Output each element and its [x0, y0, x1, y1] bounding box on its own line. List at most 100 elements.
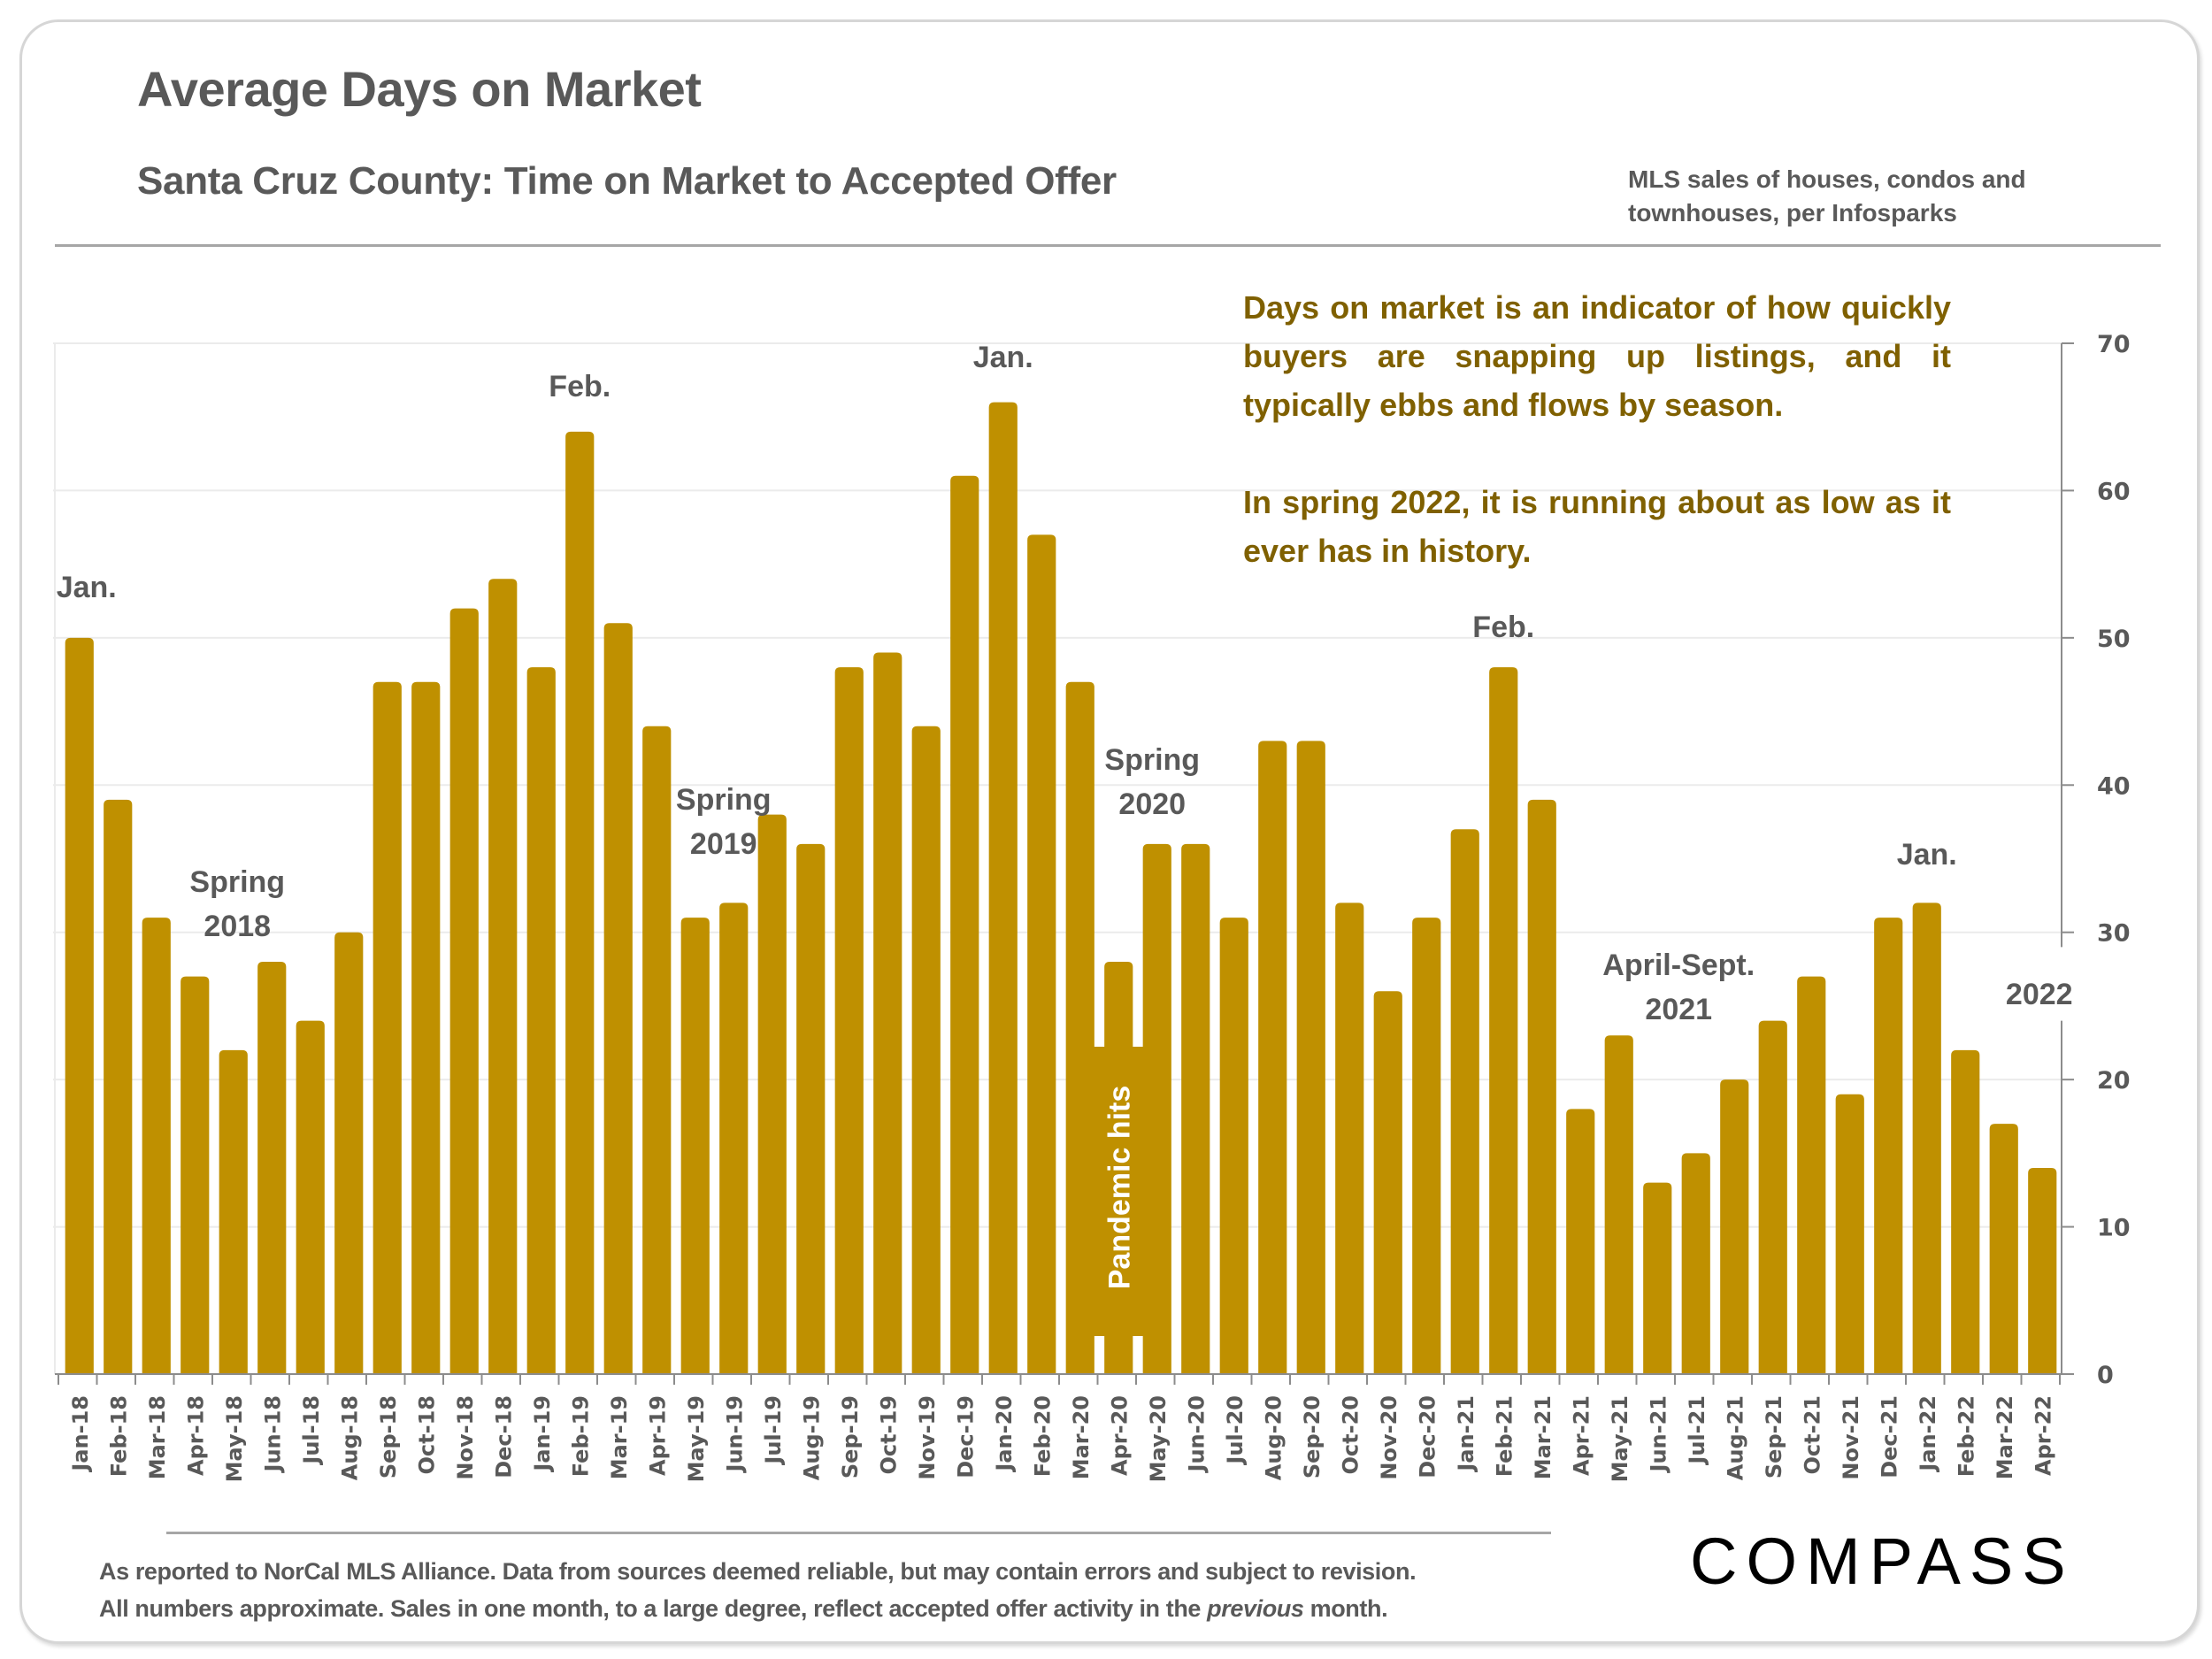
bar-dec-18 [488, 579, 518, 1374]
x-tick-label: Jun-19 [722, 1395, 747, 1473]
bar-aug-21 [1720, 1079, 1749, 1374]
y-tick-label: 70 [2097, 331, 2131, 358]
bar-jun-18 [257, 962, 287, 1374]
bar-sep-18 [373, 681, 402, 1374]
bar-jan-18 [65, 637, 94, 1374]
x-tick-label: Sep-21 [1762, 1395, 1786, 1479]
footnote: As reported to NorCal MLS Alliance. Data… [99, 1553, 1417, 1627]
x-tick-label: Jan-18 [68, 1395, 93, 1473]
bar-nov-21 [1835, 1094, 1864, 1374]
bar-aug-20 [1258, 741, 1287, 1374]
bar-jul-20 [1219, 918, 1248, 1374]
x-tick-label: Mar-20 [1069, 1395, 1094, 1479]
bar-feb-19 [565, 431, 595, 1374]
bar-jun-20 [1181, 843, 1210, 1374]
x-tick-label: Jul-20 [1223, 1395, 1248, 1466]
bar-jan-21 [1450, 829, 1479, 1374]
x-tick-label: Apr-20 [1107, 1395, 1132, 1476]
chart-subtitle: Santa Cruz County: Time on Market to Acc… [137, 159, 1117, 203]
x-tick-label: May-18 [222, 1395, 247, 1482]
x-tick-label: Dec-18 [491, 1395, 516, 1479]
annotation-label: Feb. [1472, 611, 1534, 644]
x-tick-label: Aug-21 [1723, 1395, 1747, 1480]
x-tick-label: Oct-20 [1338, 1395, 1363, 1474]
data-source-note: MLS sales of houses, condos and townhous… [1628, 163, 2070, 230]
bar-oct-21 [1797, 976, 1826, 1374]
x-tick-label: Jun-18 [260, 1395, 285, 1473]
bar-dec-20 [1412, 918, 1441, 1374]
x-tick-label: Feb-22 [1954, 1395, 1978, 1477]
annotation-label: April-Sept. [1602, 949, 1755, 982]
bar-apr-18 [180, 976, 210, 1374]
x-tick-label: Jul-21 [1685, 1395, 1709, 1466]
bar-jun-19 [719, 902, 749, 1374]
x-tick-label: Jul-19 [761, 1395, 786, 1466]
x-tick-label: Feb-21 [1492, 1395, 1517, 1477]
y-axis: 0 10 20 30 40 50 60 70 [2061, 331, 2131, 1389]
bar-feb-20 [1027, 534, 1056, 1374]
bar-apr-19 [642, 726, 672, 1374]
x-tick-label: Aug-20 [1261, 1395, 1286, 1480]
x-tick-label: Mar-21 [1531, 1395, 1555, 1479]
source-line-1: MLS sales of houses, condos and [1628, 165, 2026, 193]
x-axis: Jan-18 Feb-18 Mar-18 Apr-18 May-18 Jun-18 Jul-… [55, 1373, 2062, 1482]
x-tick-label: Sep-20 [1300, 1395, 1325, 1479]
x-tick-label: Dec-21 [1877, 1395, 1901, 1479]
x-tick-label: Apr-19 [645, 1395, 670, 1476]
x-tick-label: May-20 [1146, 1395, 1171, 1482]
bar-mar-19 [603, 623, 633, 1374]
x-tick-label: Jan-20 [992, 1395, 1017, 1473]
bar-mar-18 [142, 918, 171, 1374]
bar-jul-19 [757, 814, 787, 1374]
x-tick-label: Feb-18 [106, 1395, 131, 1477]
annotation-label: 2021 [1645, 993, 1712, 1026]
x-tick-label: Jan-21 [1454, 1395, 1479, 1473]
x-tick-label: Dec-20 [1415, 1395, 1440, 1479]
x-tick-label: Nov-20 [1377, 1395, 1402, 1480]
chart-title: Average Days on Market [137, 61, 702, 117]
bar-apr-22 [2028, 1168, 2057, 1374]
annotation-label: Spring [676, 783, 772, 817]
annotation-label: 2019 [690, 827, 757, 861]
annotation-label: Feb. [549, 370, 611, 403]
pandemic-hits-label: Pandemic hits [1102, 1086, 1136, 1290]
x-tick-label: Jun-20 [1184, 1395, 1209, 1473]
bar-mar-22 [1989, 1124, 2018, 1374]
pandemic-box [1087, 1047, 1150, 1336]
annotation-label: Jan. [1897, 838, 1957, 872]
x-tick-label: Feb-19 [568, 1395, 593, 1477]
bar-oct-19 [873, 652, 902, 1374]
bar-nov-19 [911, 726, 941, 1374]
y-tick-label: 60 [2097, 478, 2131, 505]
pandemic-annotation [1087, 1047, 1150, 1336]
bar-aug-18 [334, 932, 364, 1374]
bar-jan-20 [988, 402, 1018, 1375]
annotations: Jan. Spring 2018 Feb. Spring 2019 Jan. Spring 20… [57, 341, 2073, 1289]
bar-may-21 [1604, 1035, 1633, 1374]
bar-apr-21 [1566, 1109, 1595, 1374]
x-tick-label: Jan-22 [1916, 1395, 1940, 1473]
bar-dec-21 [1874, 918, 1903, 1374]
bar-sep-19 [834, 667, 864, 1374]
x-tick-label: Jun-21 [1646, 1395, 1671, 1473]
bar-oct-18 [411, 681, 441, 1374]
x-tick-label: Sep-19 [838, 1395, 863, 1479]
bar-mar-21 [1527, 799, 1556, 1374]
x-tick-label: May-21 [1608, 1395, 1632, 1482]
y-tick-label: 20 [2097, 1067, 2131, 1094]
y-tick-label: 0 [2097, 1362, 2114, 1389]
x-tick-label: Sep-18 [376, 1395, 401, 1479]
bar-oct-20 [1335, 902, 1364, 1374]
bar-jul-21 [1681, 1153, 1710, 1374]
footnote-line-1: As reported to NorCal MLS Alliance. Data… [99, 1558, 1417, 1585]
bar-sep-20 [1296, 741, 1325, 1374]
bar-may-19 [680, 918, 710, 1374]
footnote-line-2-italic: previous [1207, 1595, 1304, 1622]
x-tick-label: Oct-21 [1800, 1395, 1824, 1474]
callout-paragraph-1: Days on market is an indicator of how qu… [1243, 289, 1951, 423]
x-tick-label: May-19 [684, 1395, 709, 1482]
bar-may-18 [219, 1049, 248, 1374]
y-tick-label: 50 [2097, 626, 2131, 653]
callout-paragraph-2: In spring 2022, it is running about as l… [1243, 484, 1951, 569]
x-tick-label: Apr-21 [1569, 1395, 1594, 1476]
